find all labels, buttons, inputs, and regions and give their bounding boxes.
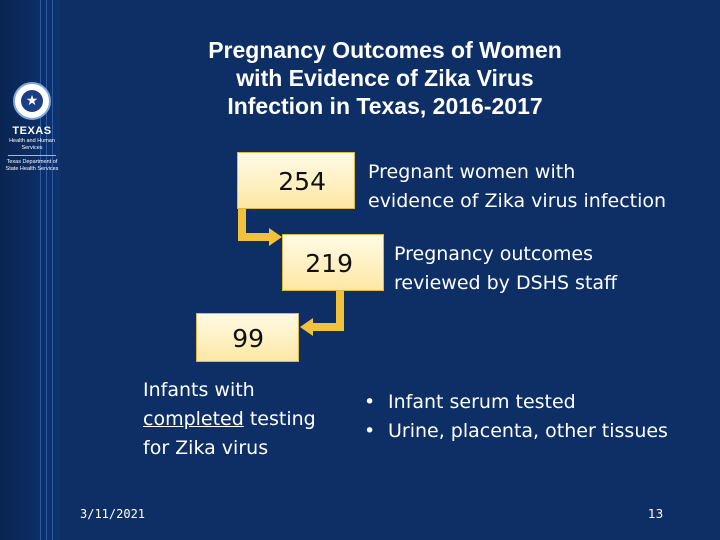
bullet-item: Infant serum tested [364,388,668,417]
title-line-3: Infection in Texas, 2016-2017 [227,93,543,119]
infants-line-1: Infants with [143,379,255,401]
sidebar-panel [0,0,60,540]
count-box-254: 254 [237,152,355,209]
bullet-item: Urine, placenta, other tissues [364,417,668,446]
slide-page-number: 13 [648,507,664,521]
step-1-description: Pregnant women with evidence of Zika vir… [368,158,666,216]
logo-divider [8,155,56,156]
step-2-description: Pregnancy outcomes reviewed by DSHS staf… [394,240,617,298]
infants-line-3: for Zika virus [143,437,269,459]
testing-bullet-list: Infant serum tested Urine, placenta, oth… [364,388,668,446]
infants-line-2-rest: testing [243,408,316,430]
sidebar-stripe [52,0,53,540]
count-value: 99 [232,324,264,353]
title-line-1: Pregnancy Outcomes of Women [208,37,562,63]
logo-agency: Texas Department of State Health Service… [5,159,59,172]
count-box-219: 219 [282,234,384,291]
slide-date: 3/11/2021 [80,507,146,521]
title-line-2: with Evidence of Zika Virus [236,65,534,91]
infants-emphasis: completed [143,408,244,430]
sidebar-stripe [46,0,47,540]
count-value: 219 [305,249,353,278]
agency-logo: ★ TEXAS Health and Human Services Texas … [2,82,62,173]
step-2-line-2: reviewed by DSHS staff [394,272,618,294]
slide-title: Pregnancy Outcomes of Women with Evidenc… [150,36,620,120]
count-box-99: 99 [196,313,299,362]
step-1-line-2: evidence of Zika virus infection [368,190,667,212]
infants-description: Infants with completed testing for Zika … [143,376,316,463]
texas-seal-icon: ★ [13,82,51,120]
step-2-line-1: Pregnancy outcomes [394,243,594,265]
step-1-line-1: Pregnant women with [368,161,576,183]
flow-arrow-2-icon [300,291,344,336]
logo-brand: TEXAS [12,125,52,137]
flow-arrow-1-icon [238,209,282,246]
infants-line-2: completed testing [143,405,316,434]
logo-subtitle: Health and Human Services [9,138,55,151]
count-value: 254 [278,167,326,196]
sidebar-stripe [40,0,41,540]
